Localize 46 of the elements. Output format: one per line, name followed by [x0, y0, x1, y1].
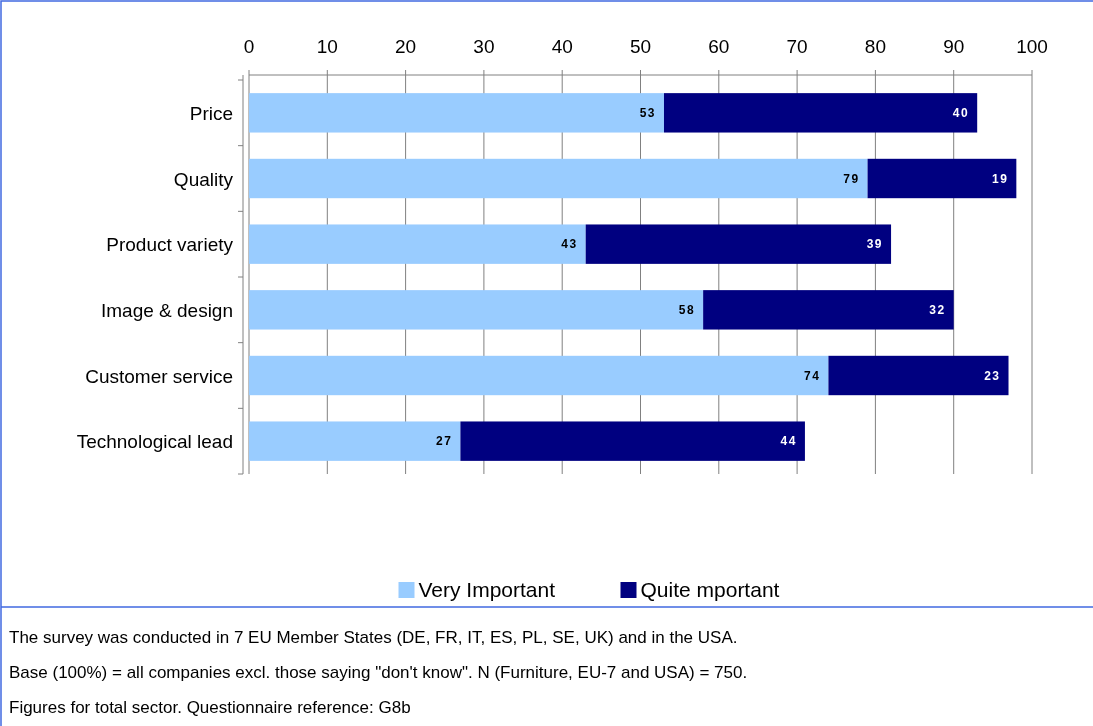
x-tick-label: 60 — [708, 36, 730, 57]
bar — [585, 224, 892, 264]
data-label: 23 — [984, 368, 1001, 383]
bar — [460, 421, 805, 461]
text: Base (100%) = all companies excl. those saying "don't know". N (Furniture, EU-7 and USA) = 750. — [9, 663, 748, 682]
x-tick-label: 100 — [1016, 36, 1048, 57]
bar — [249, 290, 704, 330]
bar — [249, 224, 586, 264]
x-tick-label: 70 — [786, 36, 808, 57]
x-tick-label: 30 — [473, 36, 495, 57]
data-label: 74 — [804, 368, 821, 383]
y-tick-label: Product variety — [106, 234, 234, 256]
x-tick-label: 10 — [316, 36, 338, 57]
y-tick-label: Quality — [173, 168, 234, 190]
data-label: 53 — [639, 105, 656, 120]
data-label: 27 — [436, 434, 453, 449]
bar — [867, 158, 1017, 199]
data-label: 39 — [866, 237, 884, 252]
x-tick-label: 0 — [243, 36, 255, 57]
bar — [663, 93, 978, 133]
legend-label: Very Important — [418, 578, 556, 601]
y-tick-label: Technological lead — [76, 431, 233, 453]
bar — [249, 93, 664, 133]
data-label: 43 — [561, 237, 578, 252]
x-tick-label: 20 — [395, 36, 417, 57]
bar — [249, 421, 461, 461]
data-label: 40 — [952, 105, 970, 120]
x-tick-label: 50 — [629, 36, 652, 57]
text: The survey was conducted in 7 EU Member States (DE, FR, IT, ES, PL, SE, UK) and in the USA. — [9, 628, 738, 647]
x-tick-label: 90 — [943, 36, 965, 57]
x-tick-label: 80 — [864, 36, 886, 57]
bar — [249, 355, 829, 396]
x-tick-label: 40 — [551, 36, 573, 57]
data-label: 19 — [991, 171, 1009, 186]
legend-label: Quite mportant — [640, 578, 780, 601]
bar — [828, 355, 1009, 396]
bar — [703, 290, 954, 330]
y-tick-label: Image & design — [100, 299, 233, 321]
bar — [249, 158, 868, 199]
data-label: 58 — [678, 302, 696, 317]
y-tick-label: Price — [189, 102, 233, 124]
data-label: 44 — [780, 434, 797, 449]
data-label: 79 — [843, 171, 860, 186]
text: Figures for total sector. Questionnaire reference: G8b — [9, 698, 411, 717]
y-tick-label: Customer service — [85, 365, 233, 387]
data-label: 32 — [929, 302, 946, 317]
